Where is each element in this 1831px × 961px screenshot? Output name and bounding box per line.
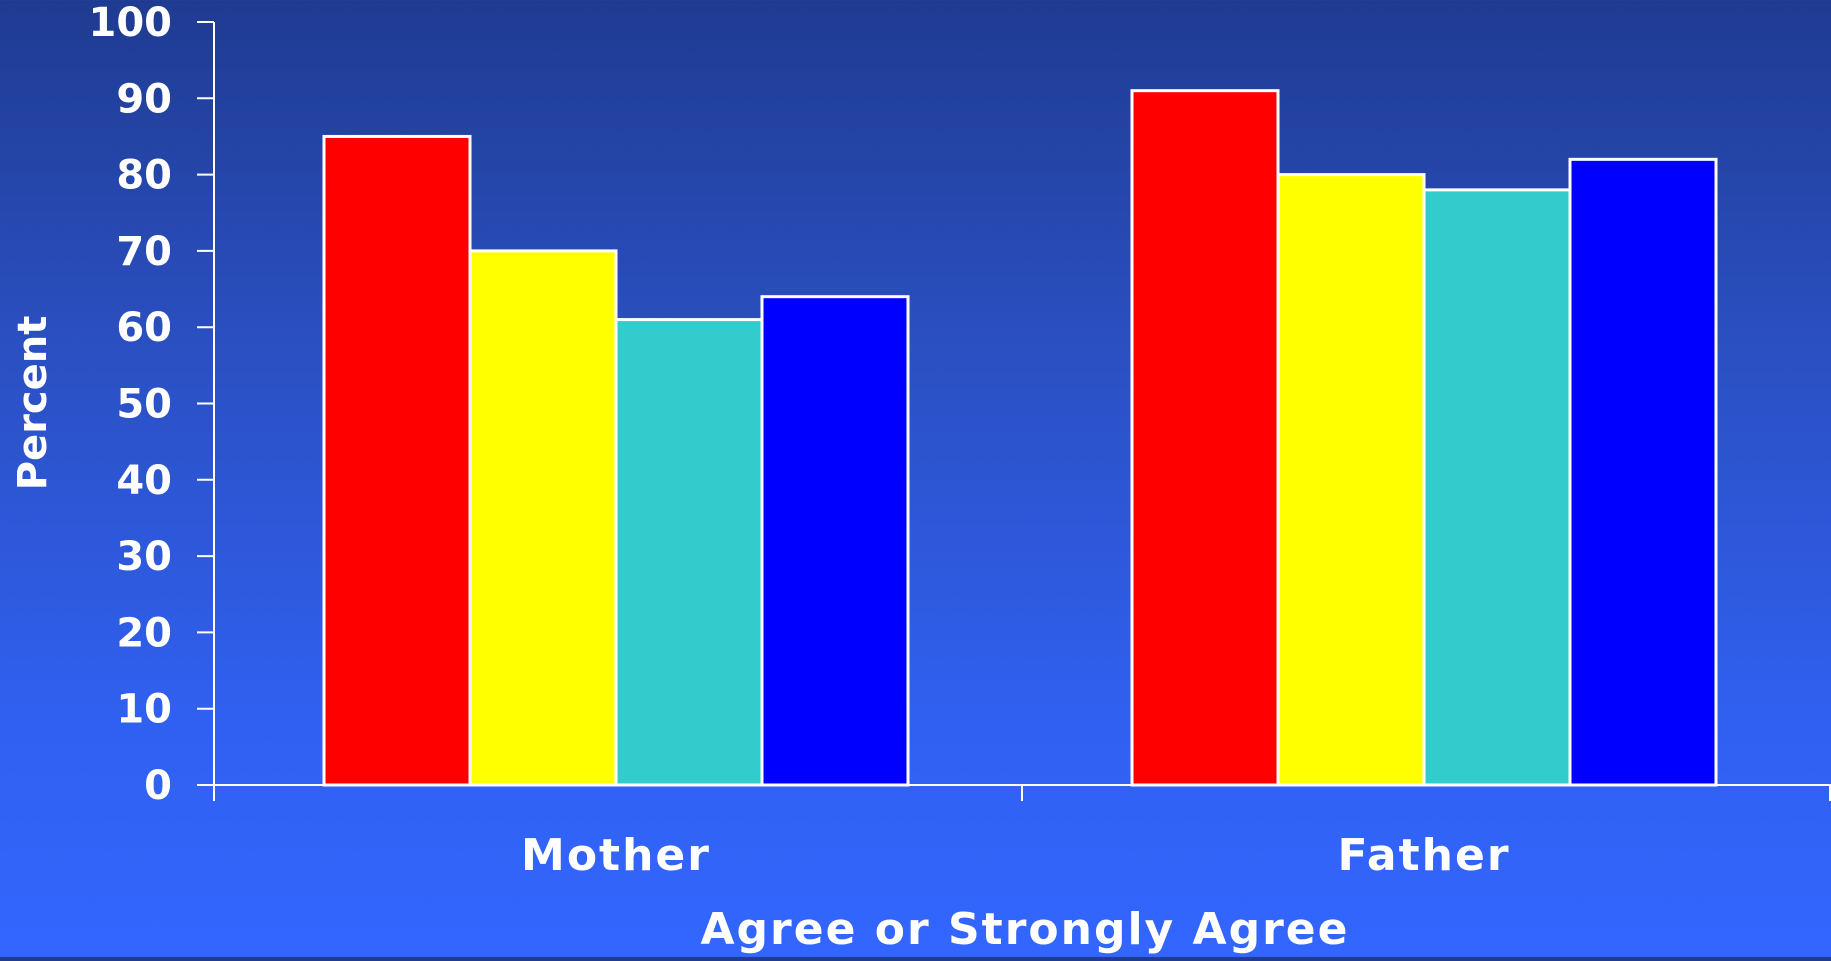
y-tick-label: 10	[116, 687, 172, 733]
y-tick-label: 60	[116, 305, 172, 351]
y-tick-label: 20	[116, 610, 172, 656]
bar-mother-series-1	[322, 134, 472, 787]
x-axis-label: Agree or Strongly Agree	[701, 904, 1350, 955]
bar-father-series-2	[1276, 173, 1426, 787]
y-tick-label: 50	[116, 382, 172, 428]
y-tick-label: 40	[116, 458, 172, 504]
bar-father-series-1	[1130, 89, 1280, 787]
y-tick-label: 90	[116, 76, 172, 122]
y-tick-label: 30	[116, 534, 172, 580]
bar-father-series-3	[1422, 188, 1572, 787]
y-tick-label: 70	[116, 229, 172, 275]
y-tick-label: 0	[144, 763, 172, 809]
bar-mother-series-3	[614, 318, 764, 787]
bar-mother-series-4	[760, 295, 910, 787]
y-tick-label: 80	[116, 153, 172, 199]
x-ticks: Mother Father	[213, 785, 1831, 881]
x-category-label: Mother	[521, 830, 711, 881]
x-category-label: Father	[1337, 830, 1510, 881]
y-tick-label: 100	[89, 0, 173, 46]
bars	[322, 89, 1718, 787]
bar-father-series-4	[1568, 157, 1718, 787]
bar-mother-series-2	[468, 249, 618, 787]
y-axis-label: Percent	[10, 316, 56, 491]
y-ticks: 0 10 20 30 40 50 60 70 80 90 100	[89, 0, 214, 809]
